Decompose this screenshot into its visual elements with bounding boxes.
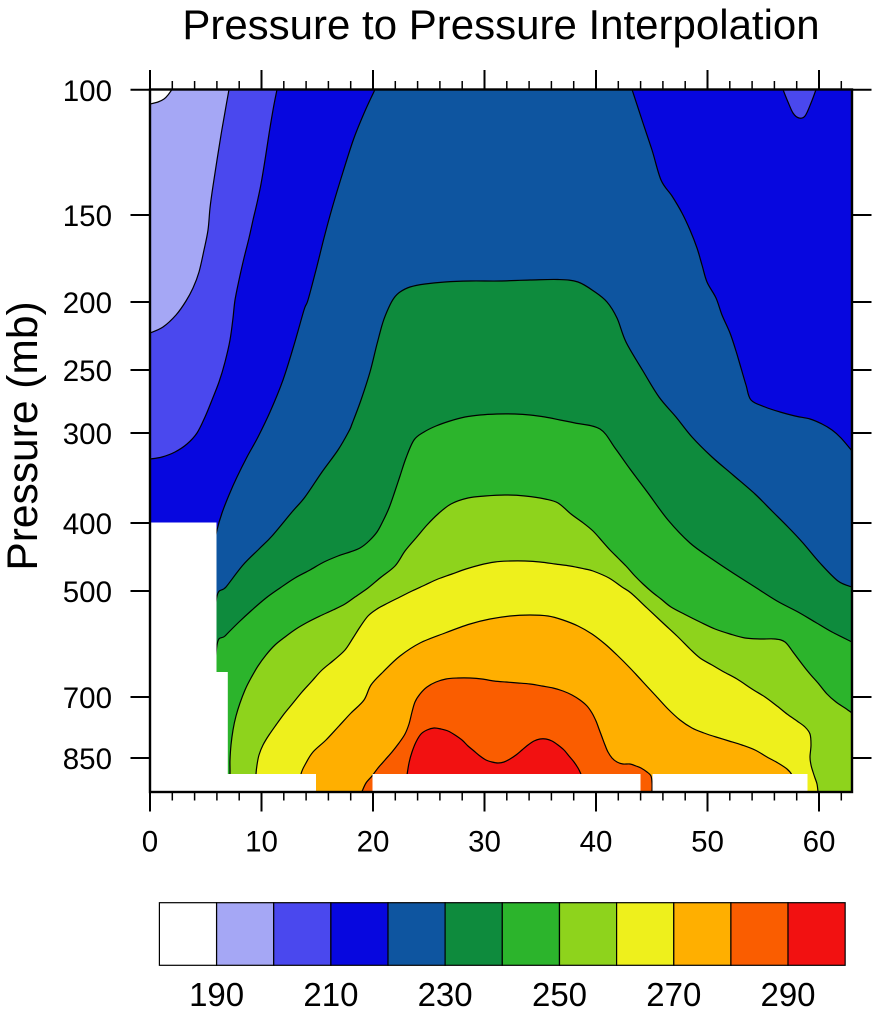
svg-text:Pressure to Pressure Interpola: Pressure to Pressure Interpolation: [182, 1, 819, 48]
svg-text:20: 20: [357, 826, 390, 859]
svg-text:Pressure (mb): Pressure (mb): [0, 301, 47, 570]
svg-text:270: 270: [646, 976, 701, 1013]
svg-text:230: 230: [418, 976, 473, 1013]
svg-text:850: 850: [63, 743, 112, 776]
svg-text:250: 250: [532, 976, 587, 1013]
svg-text:150: 150: [63, 200, 112, 233]
svg-text:250: 250: [63, 355, 112, 388]
svg-text:60: 60: [803, 826, 836, 859]
svg-text:0: 0: [142, 826, 158, 859]
svg-text:10: 10: [245, 826, 278, 859]
svg-text:30: 30: [468, 826, 501, 859]
svg-text:300: 300: [63, 418, 112, 451]
svg-text:500: 500: [63, 576, 112, 609]
svg-text:210: 210: [303, 976, 358, 1013]
svg-text:700: 700: [63, 682, 112, 715]
svg-text:400: 400: [63, 508, 112, 541]
svg-text:190: 190: [189, 976, 244, 1013]
svg-text:40: 40: [580, 826, 613, 859]
svg-text:290: 290: [760, 976, 815, 1013]
svg-text:50: 50: [691, 826, 724, 859]
svg-text:100: 100: [63, 75, 112, 108]
svg-text:200: 200: [63, 287, 112, 320]
